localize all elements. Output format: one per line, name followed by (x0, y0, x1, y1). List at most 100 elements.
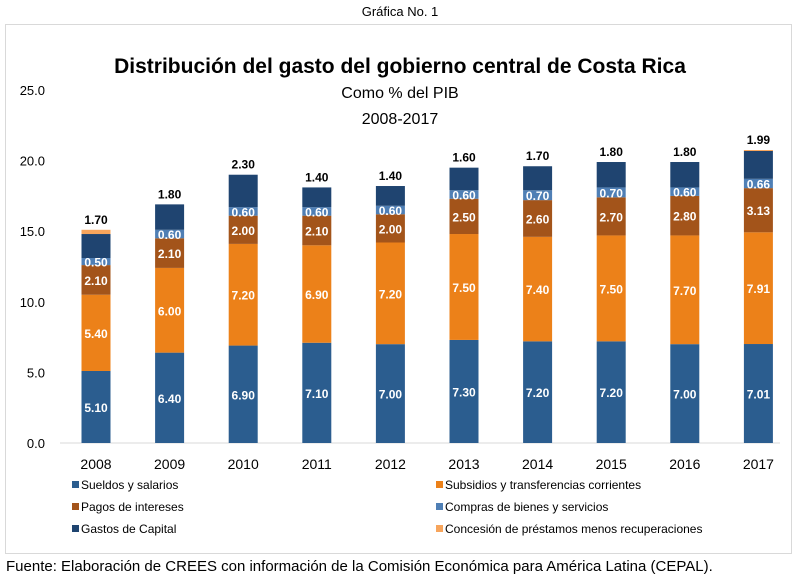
data-label: 1.70 (526, 149, 550, 163)
y-tick-label: 0.0 (27, 436, 45, 451)
legend: Sueldos y salarios Pagos de intereses Gast… (72, 478, 702, 536)
bar-segment (743, 150, 773, 152)
data-label: 1.40 (305, 170, 329, 184)
legend-item: Pagos de intereses (72, 500, 184, 514)
bar-stack-2008: 5.10 5.40 2.10 0.50 1.70 (81, 213, 111, 443)
data-label: 0.70 (600, 186, 624, 200)
data-label: 2.00 (379, 222, 403, 236)
chart-subtitle: Como % del PIB (341, 85, 458, 102)
bar-segment (228, 174, 258, 208)
data-label: 2.50 (452, 210, 476, 224)
y-tick-label: 20.0 (20, 154, 45, 169)
data-label: 2.10 (305, 224, 329, 238)
data-label: 1.60 (452, 151, 476, 165)
x-tick-label: 2016 (669, 456, 700, 472)
bar-segment (596, 187, 626, 198)
data-label: 7.20 (232, 289, 256, 303)
bar-segment (228, 243, 258, 346)
x-tick-label: 2011 (302, 456, 332, 472)
bar-stack-2013: 7.30 7.50 2.50 0.60 1.60 (449, 151, 479, 443)
x-tick-label: 2014 (522, 456, 553, 472)
legend-label: Concesión de préstamos menos recuperacio… (445, 522, 702, 536)
bar-segment (449, 339, 479, 443)
bar-segment (523, 190, 553, 201)
data-label: 0.60 (452, 188, 476, 202)
bar-segment (375, 242, 405, 345)
figure-caption: Gráfica No. 1 (361, 4, 439, 19)
data-label: 7.50 (452, 281, 476, 295)
data-label: 5.40 (84, 327, 108, 341)
data-label: 1.40 (379, 169, 403, 183)
legend-item: Gastos de Capital (72, 522, 176, 536)
data-label: 7.40 (526, 283, 550, 297)
data-label: 7.00 (673, 388, 697, 402)
x-axis: 2008 2009 2010 2011 2012 2013 2014 2015 2016 2017 (80, 456, 774, 472)
data-label: 7.50 (600, 282, 624, 296)
legend-label: Pagos de intereses (81, 500, 184, 514)
bar-segment (449, 167, 479, 191)
data-label: 0.60 (232, 205, 256, 219)
x-tick-label: 2009 (154, 456, 185, 472)
data-label: 0.60 (158, 228, 182, 242)
bars-group: 5.10 5.40 2.10 0.50 1.70 6.40 6.00 2.10 0.60 1.80… (81, 133, 773, 443)
data-label: 7.91 (747, 282, 771, 296)
bar-segment (670, 344, 700, 443)
bar-stack-2010: 6.90 7.20 2.00 0.60 2.30 (228, 158, 258, 443)
data-label: 5.10 (84, 401, 108, 415)
bar-stack-2011: 7.10 6.90 2.10 0.60 1.40 (302, 170, 332, 443)
data-label: 2.60 (526, 212, 550, 226)
bar-segment (743, 150, 773, 179)
x-tick-label: 2013 (448, 456, 479, 472)
bar-segment (523, 341, 553, 443)
bar-segment (743, 232, 773, 345)
legend-item: Subsidios y transferencias corrientes (436, 478, 641, 492)
legend-swatch (436, 525, 443, 532)
data-label: 6.40 (158, 392, 182, 406)
bar-segment (596, 162, 626, 188)
data-label: 2.00 (232, 224, 256, 238)
bar-segment (81, 294, 111, 371)
data-label: 2.80 (673, 210, 697, 224)
data-label: 0.60 (305, 205, 329, 219)
bar-segment (523, 236, 553, 342)
chart-frame (5, 24, 792, 554)
data-label: 3.13 (747, 204, 771, 218)
data-label: 7.01 (747, 388, 771, 402)
bar-segment (228, 207, 258, 216)
bar-segment (81, 370, 111, 443)
data-label: 7.30 (452, 385, 476, 399)
bar-segment (375, 186, 405, 206)
bar-stack-2017: 7.01 7.91 3.13 0.66 1.99 (743, 133, 773, 443)
legend-label: Subsidios y transferencias corrientes (445, 478, 641, 492)
bar-stack-2012: 7.00 7.20 2.00 0.60 1.40 (375, 169, 405, 443)
bar-segment (449, 190, 479, 199)
bar-segment (81, 229, 111, 235)
bar-segment (302, 342, 332, 443)
data-label: 2.70 (600, 210, 624, 224)
y-axis: 0.0 5.0 10.0 15.0 20.0 25.0 (20, 83, 45, 451)
x-tick-label: 2012 (375, 456, 406, 472)
data-label: 0.50 (84, 256, 108, 270)
bar-segment (81, 265, 111, 295)
bar-segment (743, 344, 773, 443)
bar-segment (670, 195, 700, 236)
data-label: 1.80 (600, 145, 624, 159)
bar-segment (81, 234, 111, 259)
legend-swatch (436, 481, 443, 488)
source-note: Fuente: Elaboración de CREES con informa… (6, 558, 713, 575)
bar-segment (228, 215, 258, 244)
bar-segment (375, 205, 405, 215)
bar-segment (302, 207, 332, 216)
bar-segment (596, 341, 626, 443)
bar-segment (155, 238, 185, 268)
bar-segment (228, 345, 258, 443)
bar-segment (155, 229, 185, 239)
bar-segment (743, 178, 773, 189)
legend-swatch (72, 503, 79, 510)
bar-segment (302, 215, 332, 246)
y-tick-label: 15.0 (20, 224, 45, 239)
x-tick-label: 2008 (80, 456, 111, 472)
bar-segment (155, 204, 185, 230)
data-label: 0.60 (673, 186, 697, 200)
